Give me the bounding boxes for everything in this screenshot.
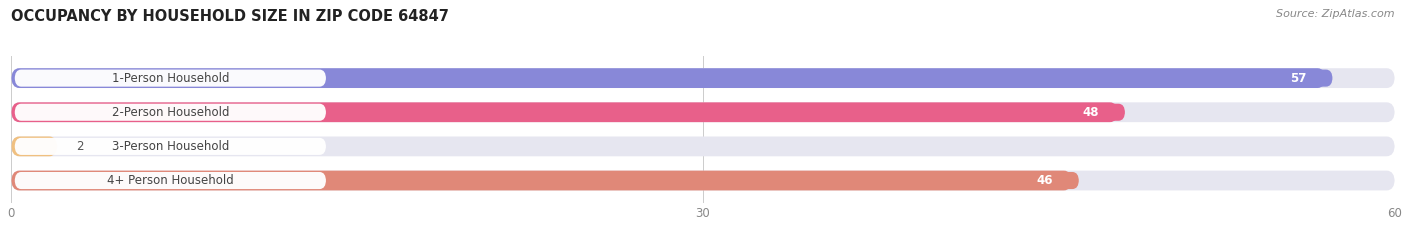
Text: 57: 57 xyxy=(1289,72,1306,85)
FancyBboxPatch shape xyxy=(11,68,1395,88)
FancyBboxPatch shape xyxy=(11,171,1395,190)
Text: 3-Person Household: 3-Person Household xyxy=(111,140,229,153)
FancyBboxPatch shape xyxy=(14,104,326,121)
FancyBboxPatch shape xyxy=(11,137,1395,156)
FancyBboxPatch shape xyxy=(14,138,326,155)
Text: 48: 48 xyxy=(1083,106,1098,119)
Text: 4+ Person Household: 4+ Person Household xyxy=(107,174,233,187)
FancyBboxPatch shape xyxy=(11,137,58,156)
Text: OCCUPANCY BY HOUSEHOLD SIZE IN ZIP CODE 64847: OCCUPANCY BY HOUSEHOLD SIZE IN ZIP CODE … xyxy=(11,9,449,24)
FancyBboxPatch shape xyxy=(14,70,326,87)
Text: 1-Person Household: 1-Person Household xyxy=(111,72,229,85)
FancyBboxPatch shape xyxy=(1264,70,1333,87)
FancyBboxPatch shape xyxy=(14,172,326,189)
FancyBboxPatch shape xyxy=(11,68,1326,88)
FancyBboxPatch shape xyxy=(11,102,1118,122)
Text: 46: 46 xyxy=(1036,174,1053,187)
Text: Source: ZipAtlas.com: Source: ZipAtlas.com xyxy=(1277,9,1395,19)
Text: 2-Person Household: 2-Person Household xyxy=(111,106,229,119)
FancyBboxPatch shape xyxy=(1056,104,1125,121)
FancyBboxPatch shape xyxy=(11,171,1071,190)
Text: 2: 2 xyxy=(76,140,83,153)
FancyBboxPatch shape xyxy=(11,102,1395,122)
FancyBboxPatch shape xyxy=(1010,172,1078,189)
